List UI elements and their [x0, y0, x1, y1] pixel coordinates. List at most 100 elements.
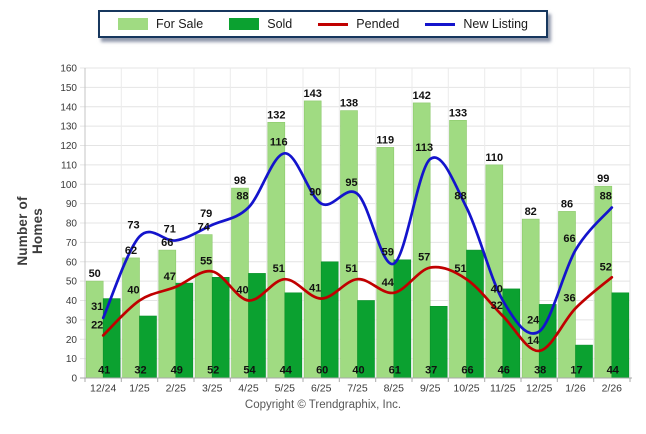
axes [80, 68, 632, 382]
chart-text: 40 [352, 365, 364, 377]
chart-text: 38 [534, 365, 546, 377]
bar [122, 257, 140, 379]
chart-text: 3/25 [202, 383, 223, 395]
chart-text: 61 [389, 365, 401, 377]
chart-text: 100 [60, 180, 77, 191]
chart-text: 113 [415, 142, 433, 154]
chart-text: 88 [454, 191, 466, 203]
chart-text: 41 [309, 283, 321, 295]
chart-text: 138 [340, 98, 358, 110]
line-path [101, 151, 614, 335]
chart-text: 95 [345, 177, 357, 189]
chart-text: 110 [61, 160, 77, 171]
chart-text: 40 [236, 285, 248, 297]
pended-line-icon [318, 22, 349, 26]
chart-text: 120 [60, 141, 77, 152]
chart-text: 90 [309, 187, 321, 199]
chart-text: 22 [91, 319, 103, 331]
chart-text: 90 [66, 199, 78, 210]
chart-text: 143 [304, 88, 322, 100]
chart-text: 51 [273, 263, 285, 275]
bar [521, 218, 540, 379]
chart-text: 12/25 [526, 383, 552, 395]
chart-text: 17 [570, 365, 582, 377]
chart-text: 86 [561, 198, 573, 210]
chart-text: 66 [161, 237, 173, 249]
chart-text: 51 [345, 263, 357, 275]
chart-text: 40 [66, 296, 78, 307]
chart-text: 70 [66, 238, 78, 249]
legend-label: Pended [356, 17, 400, 31]
chart-text: 37 [425, 365, 437, 377]
chart-text: 132 [267, 109, 285, 121]
chart-text: 66 [563, 233, 575, 245]
chart-text: 14 [527, 335, 540, 347]
bar [449, 120, 467, 379]
chart-text: 44 [382, 277, 395, 289]
y-axis-title: Number of Homes [15, 196, 45, 266]
chart-text: 9/25 [420, 383, 441, 395]
chart-text: 30 [66, 315, 78, 326]
chart-text: 0 [71, 374, 77, 385]
bar [393, 259, 412, 379]
chart-text: 6/25 [311, 383, 332, 395]
bar [248, 273, 266, 379]
chart-text: 2/25 [166, 383, 187, 395]
chart-text: 36 [563, 292, 575, 304]
chart-text: 32 [134, 365, 146, 377]
legend-item-new-listing: New Listing [425, 17, 528, 31]
bar [466, 249, 484, 379]
chart-text: 160 [60, 64, 77, 75]
chart-text: 24 [527, 315, 540, 327]
chart-text: 10 [66, 354, 78, 365]
bars-sold [102, 249, 630, 379]
chart-text: 62 [125, 245, 137, 257]
chart-text: 54 [243, 365, 256, 377]
chart-text: 40 [491, 284, 503, 296]
chart-text: 88 [600, 191, 612, 203]
chart-text: 1/25 [129, 383, 150, 395]
bar [211, 276, 230, 379]
chart-text: 133 [449, 107, 467, 119]
chart-text: 50 [66, 277, 78, 288]
chart-text: 82 [525, 206, 537, 218]
line-new-listing [101, 151, 614, 335]
legend-item-sold: Sold [229, 17, 292, 31]
chart-text: 31 [91, 301, 103, 313]
legend: For Sale Sold Pended New Listing [97, 10, 549, 38]
chart-text: 52 [207, 365, 219, 377]
chart-text: 44 [280, 365, 293, 377]
for-sale-swatch-icon [117, 18, 148, 30]
chart-text: 44 [607, 365, 620, 377]
chart-text: 110 [485, 152, 503, 164]
chart-text: 88 [236, 191, 248, 203]
chart-text: 59 [382, 247, 394, 259]
bar [340, 110, 358, 379]
chart-text: 11/25 [490, 383, 516, 395]
legend-item-pended: Pended [318, 17, 399, 31]
chart-text: 1/26 [565, 383, 586, 395]
chart-text: 74 [198, 222, 211, 234]
chart-text: 52 [600, 261, 612, 273]
line-path [101, 265, 614, 353]
footer-copyright: Copyright © Trendgraphix, Inc. [244, 399, 402, 411]
chart-text: 40 [127, 285, 139, 297]
legend-label: For Sale [155, 17, 204, 31]
bars-for-sale [85, 100, 613, 379]
chart-text: 73 [127, 220, 139, 232]
chart-text: 10/25 [453, 383, 479, 395]
chart-text: 150 [60, 83, 77, 94]
chart-text: 79 [200, 208, 212, 220]
chart-text: 66 [461, 365, 473, 377]
chart-text: 55 [200, 255, 212, 267]
chart-text: 47 [164, 271, 176, 283]
chart-text: 12/24 [90, 383, 116, 395]
chart-text: 49 [171, 365, 183, 377]
chart-text: 71 [164, 223, 176, 235]
chart-text: 57 [418, 252, 430, 264]
chart-text: 98 [234, 175, 246, 187]
chart-text: 5/25 [275, 383, 296, 395]
chart-text: 8/25 [384, 383, 405, 395]
